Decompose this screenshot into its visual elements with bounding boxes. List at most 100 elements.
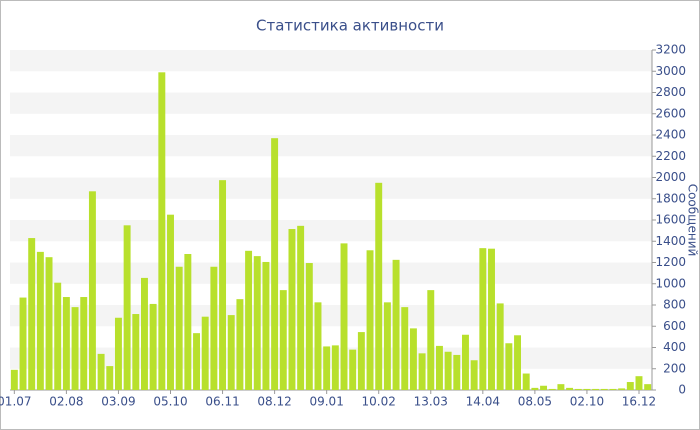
bar bbox=[149, 303, 157, 390]
bar bbox=[427, 290, 435, 390]
grid-band bbox=[10, 92, 652, 114]
grid-band bbox=[10, 262, 652, 284]
bar bbox=[193, 333, 200, 390]
bar bbox=[462, 334, 469, 390]
bar bbox=[271, 138, 279, 390]
y-tick-label: 2200 bbox=[655, 149, 686, 163]
bar bbox=[36, 251, 44, 390]
x-tick-label: 06.11 bbox=[205, 395, 239, 409]
bar bbox=[583, 388, 591, 390]
bar bbox=[522, 373, 530, 390]
bar bbox=[331, 345, 339, 390]
bar bbox=[219, 180, 227, 390]
bar bbox=[19, 297, 27, 390]
bar bbox=[479, 248, 487, 390]
bar bbox=[600, 388, 608, 390]
bar bbox=[453, 354, 461, 390]
bar bbox=[158, 72, 166, 390]
bar bbox=[279, 290, 287, 390]
y-tick-label: 400 bbox=[663, 340, 686, 354]
x-tick-label: 02.10 bbox=[570, 395, 604, 409]
bar bbox=[167, 214, 174, 390]
grid-band bbox=[10, 177, 652, 199]
y-axis-label: Сообщений bbox=[686, 184, 700, 257]
y-tick-label: 2000 bbox=[655, 170, 686, 184]
bar bbox=[505, 343, 513, 390]
grid-band bbox=[10, 135, 652, 157]
bar bbox=[227, 315, 235, 390]
bar bbox=[409, 328, 417, 390]
y-tick-label: 1200 bbox=[655, 255, 686, 269]
y-tick-label: 0 bbox=[678, 383, 686, 397]
grid-band bbox=[10, 220, 652, 242]
y-tick-label: 3200 bbox=[655, 43, 686, 57]
bar bbox=[314, 302, 322, 390]
grid-band bbox=[10, 305, 652, 327]
x-tick-label: 14.04 bbox=[466, 395, 500, 409]
bar bbox=[644, 384, 652, 390]
y-tick-label: 200 bbox=[663, 361, 686, 375]
y-tick-label: 800 bbox=[663, 298, 686, 312]
y-tick-label: 1800 bbox=[655, 191, 686, 205]
x-tick-label: 02.08 bbox=[49, 395, 83, 409]
bar bbox=[548, 388, 556, 390]
bar bbox=[323, 346, 331, 390]
bar bbox=[305, 263, 313, 390]
bar bbox=[236, 299, 244, 390]
bar bbox=[10, 369, 18, 390]
bar bbox=[62, 297, 70, 390]
bar bbox=[574, 388, 582, 390]
bar bbox=[514, 335, 521, 390]
bar bbox=[401, 307, 409, 390]
bar bbox=[566, 387, 574, 390]
bar bbox=[245, 250, 253, 390]
bar bbox=[340, 243, 348, 390]
y-tick-label: 3000 bbox=[655, 64, 686, 78]
bar bbox=[288, 229, 296, 390]
y-tick-label: 2800 bbox=[655, 85, 686, 99]
y-tick-label: 600 bbox=[663, 319, 686, 333]
bar bbox=[496, 303, 504, 390]
bar bbox=[28, 238, 36, 390]
bar bbox=[531, 387, 539, 390]
bar bbox=[435, 345, 443, 390]
x-tick-label: 05.10 bbox=[153, 395, 187, 409]
bar bbox=[357, 332, 365, 390]
x-tick-label: 13.03 bbox=[414, 395, 448, 409]
bar bbox=[366, 250, 374, 390]
bar bbox=[592, 388, 600, 390]
bar bbox=[132, 314, 140, 390]
grid-band bbox=[10, 50, 652, 72]
chart-title: Статистика активности bbox=[256, 17, 444, 35]
bar bbox=[88, 191, 96, 390]
bar bbox=[635, 376, 643, 390]
y-tick-label: 1600 bbox=[655, 213, 686, 227]
bar bbox=[45, 257, 53, 390]
bar bbox=[540, 385, 548, 390]
bar bbox=[210, 266, 218, 390]
bar bbox=[80, 297, 88, 390]
bar bbox=[349, 349, 357, 390]
y-tick-label: 1000 bbox=[655, 276, 686, 290]
bar bbox=[54, 282, 62, 390]
bar bbox=[609, 388, 617, 390]
bar bbox=[97, 353, 105, 390]
bar bbox=[106, 366, 114, 390]
bar bbox=[175, 266, 183, 390]
bar bbox=[418, 353, 426, 390]
grid-band bbox=[10, 347, 652, 369]
bar bbox=[618, 388, 626, 390]
x-tick-label: 08.12 bbox=[257, 395, 291, 409]
bar bbox=[375, 182, 383, 390]
bar bbox=[444, 351, 452, 390]
bar bbox=[114, 317, 122, 390]
bar bbox=[470, 360, 478, 390]
x-tick-label: 01.07 bbox=[0, 395, 32, 409]
bar bbox=[71, 307, 79, 390]
bar bbox=[184, 254, 192, 390]
x-tick-label: 16.12 bbox=[622, 395, 656, 409]
x-tick-label: 03.09 bbox=[101, 395, 135, 409]
bar bbox=[392, 259, 400, 390]
bar bbox=[557, 384, 565, 390]
